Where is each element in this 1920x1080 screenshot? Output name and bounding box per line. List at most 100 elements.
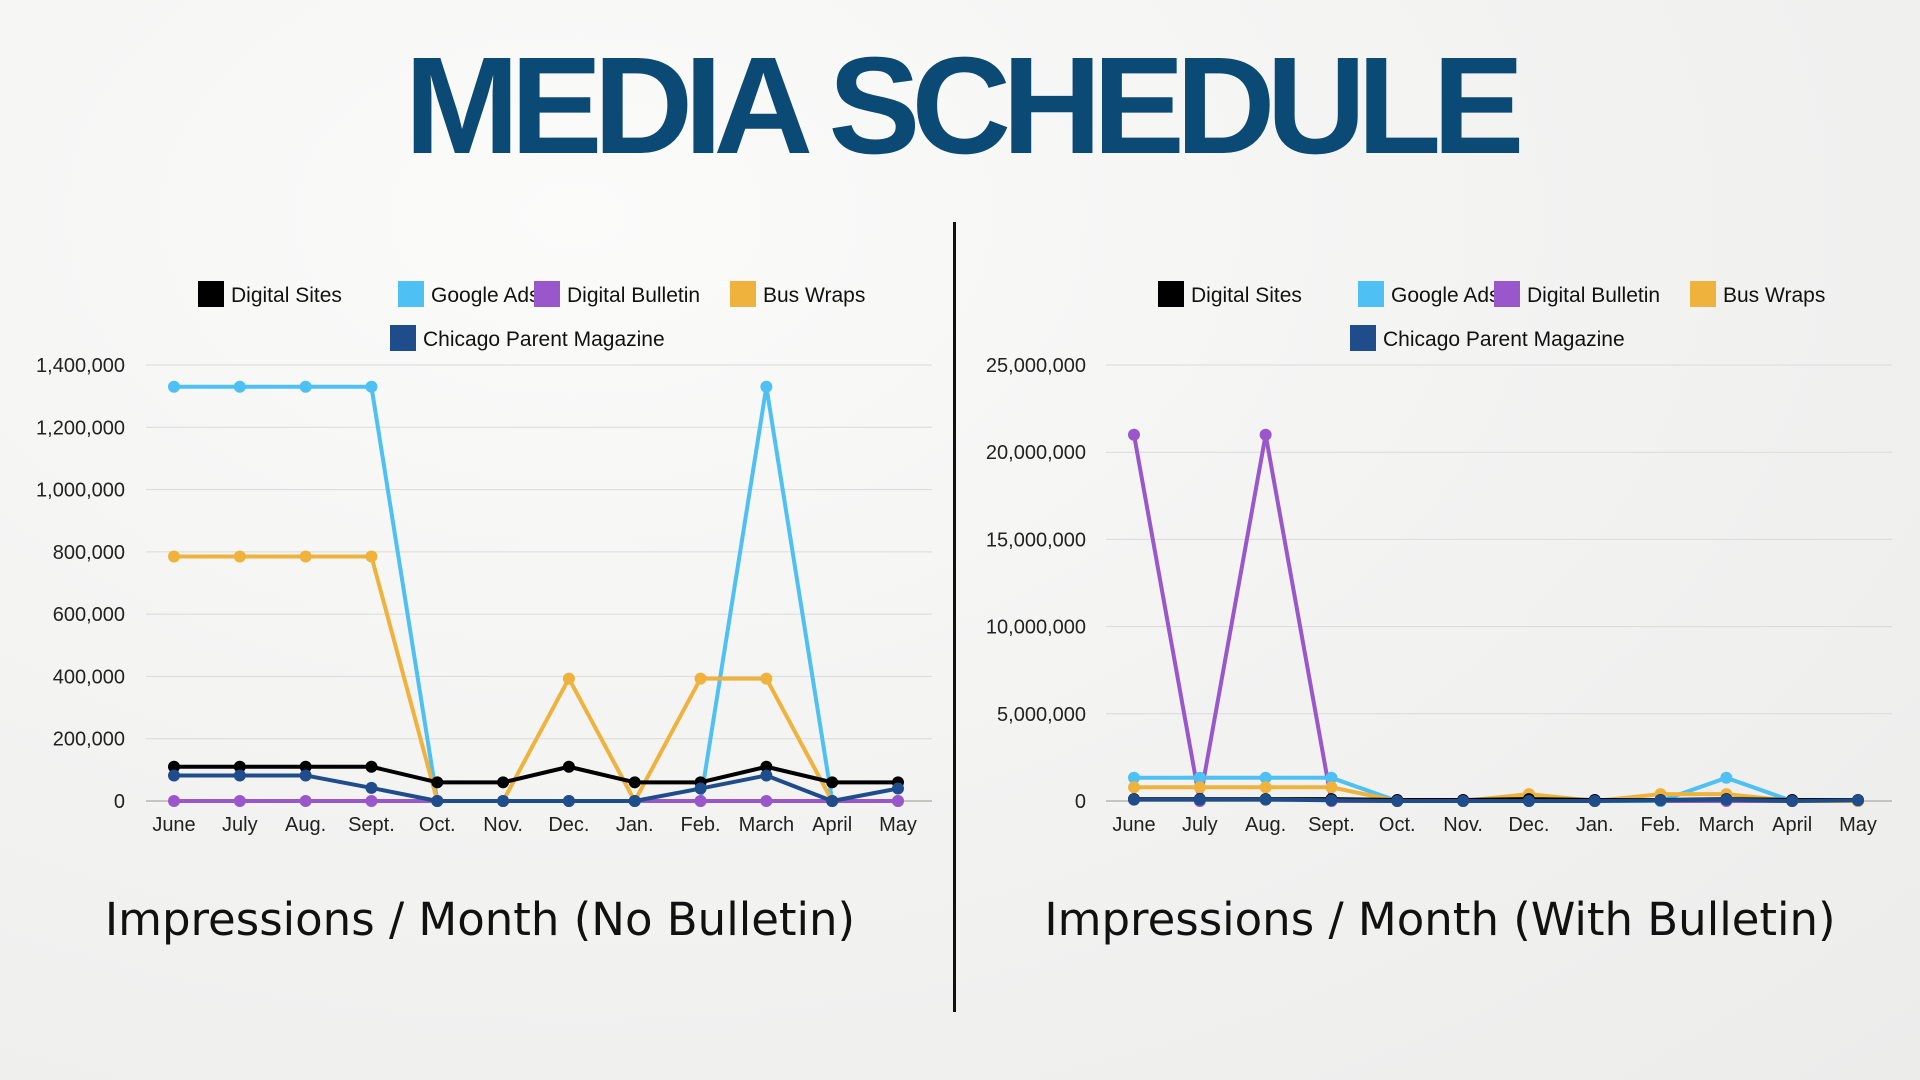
data-point <box>1325 794 1338 807</box>
data-point <box>1325 781 1338 794</box>
x-tick-label: March <box>739 814 795 836</box>
data-point <box>562 672 575 685</box>
legend-label: Chicago Parent Magazine <box>1383 328 1625 351</box>
y-tick-label: 10,000,000 <box>986 617 1086 639</box>
legend-item-google-ads: Google Ads <box>1358 281 1500 307</box>
x-tick-label: Oct. <box>1379 814 1416 836</box>
x-tick-label: June <box>152 814 195 836</box>
y-tick-label: 25,000,000 <box>986 355 1086 377</box>
data-point <box>1391 795 1404 807</box>
data-point <box>760 760 773 773</box>
data-point <box>497 776 510 789</box>
series-digital-bulletin <box>1128 428 1864 807</box>
legend-item-google-ads: Google Ads <box>398 281 540 307</box>
data-point <box>233 795 246 807</box>
data-point <box>760 769 773 782</box>
y-tick-label: 600,000 <box>53 604 125 626</box>
data-point <box>431 795 444 807</box>
y-tick-label: 0 <box>1075 791 1086 813</box>
data-point <box>168 795 180 807</box>
legend-swatch <box>198 281 224 307</box>
data-point <box>168 550 180 563</box>
data-point <box>694 782 707 795</box>
legend-item-digital-bulletin: Digital Bulletin <box>1494 281 1660 307</box>
data-point <box>365 760 378 773</box>
legend-label: Digital Sites <box>1191 284 1302 307</box>
x-tick-label: April <box>812 814 852 836</box>
y-tick-label: 5,000,000 <box>997 704 1086 726</box>
legend-label: Digital Bulletin <box>567 284 700 307</box>
y-tick-label: 1,000,000 <box>36 480 125 502</box>
data-point <box>694 795 707 807</box>
data-point <box>1786 795 1799 807</box>
legend-item-bus-wraps: Bus Wraps <box>1690 281 1825 307</box>
legend-item-bus-wraps: Bus Wraps <box>730 281 865 307</box>
data-point <box>365 795 378 807</box>
legend-item-digital-sites: Digital Sites <box>1158 281 1302 307</box>
data-point <box>365 380 378 393</box>
x-tick-label: Sept. <box>1308 814 1355 836</box>
legend-swatch <box>1494 281 1520 307</box>
data-point <box>1852 794 1864 807</box>
legend-swatch <box>1350 325 1376 351</box>
x-tick-label: June <box>1112 814 1155 836</box>
legend-label: Chicago Parent Magazine <box>423 328 665 351</box>
y-tick-label: 200,000 <box>53 729 125 751</box>
x-tick-label: Jan. <box>616 814 654 836</box>
y-tick-label: 15,000,000 <box>986 529 1086 551</box>
chart-caption-left: Impressions / Month (No Bulletin) <box>104 893 856 946</box>
x-tick-label: Nov. <box>1443 814 1483 836</box>
x-tick-label: March <box>1699 814 1755 836</box>
data-point <box>299 769 312 782</box>
series-line <box>172 764 900 785</box>
series-line <box>172 773 900 803</box>
x-tick-label: Aug. <box>285 814 326 836</box>
data-point <box>1654 794 1667 807</box>
legend-label: Digital Bulletin <box>1527 284 1660 307</box>
legend-swatch <box>534 281 560 307</box>
page-title: MEDIA SCHEDULE <box>404 29 1525 183</box>
legend-label: Google Ads <box>1391 284 1500 307</box>
x-tick-label: Nov. <box>483 814 523 836</box>
legend-item-digital-bulletin: Digital Bulletin <box>534 281 700 307</box>
data-point <box>299 795 312 807</box>
x-tick-label: Feb. <box>1641 814 1681 836</box>
data-point <box>233 769 246 782</box>
x-tick-label: May <box>1839 814 1877 836</box>
data-point <box>1522 795 1535 807</box>
x-tick-label: July <box>1182 814 1218 836</box>
data-point <box>431 776 444 789</box>
legend-item-chicago-parent-magazine: Chicago Parent Magazine <box>1350 325 1625 351</box>
data-point <box>1128 428 1140 441</box>
legend-label: Bus Wraps <box>763 284 865 307</box>
data-point <box>1325 771 1338 784</box>
data-point <box>628 776 641 789</box>
data-point <box>826 795 839 807</box>
data-point <box>168 380 180 393</box>
series-line <box>1132 432 1860 803</box>
x-tick-label: Aug. <box>1245 814 1286 836</box>
x-tick-label: Sept. <box>348 814 395 836</box>
data-point <box>562 795 575 807</box>
center-divider <box>953 222 956 1012</box>
data-point <box>365 781 378 794</box>
data-point <box>365 550 378 563</box>
y-tick-label: 800,000 <box>53 542 125 564</box>
data-point <box>1720 771 1733 784</box>
legend-label: Google Ads <box>431 284 540 307</box>
data-point <box>1588 795 1601 807</box>
data-point <box>1128 793 1140 806</box>
x-tick-label: July <box>222 814 258 836</box>
data-point <box>1128 771 1140 784</box>
data-point <box>1457 795 1470 807</box>
data-point <box>233 760 246 773</box>
series-digital-sites <box>168 760 904 789</box>
legend-swatch <box>390 325 416 351</box>
y-tick-label: 1,200,000 <box>36 417 125 439</box>
data-point <box>1193 771 1206 784</box>
series-line <box>172 554 900 803</box>
legend-swatch <box>1690 281 1716 307</box>
data-point <box>892 795 904 807</box>
chart-caption-right: Impressions / Month (With Bulletin) <box>1044 893 1836 946</box>
legend-label: Bus Wraps <box>1723 284 1825 307</box>
